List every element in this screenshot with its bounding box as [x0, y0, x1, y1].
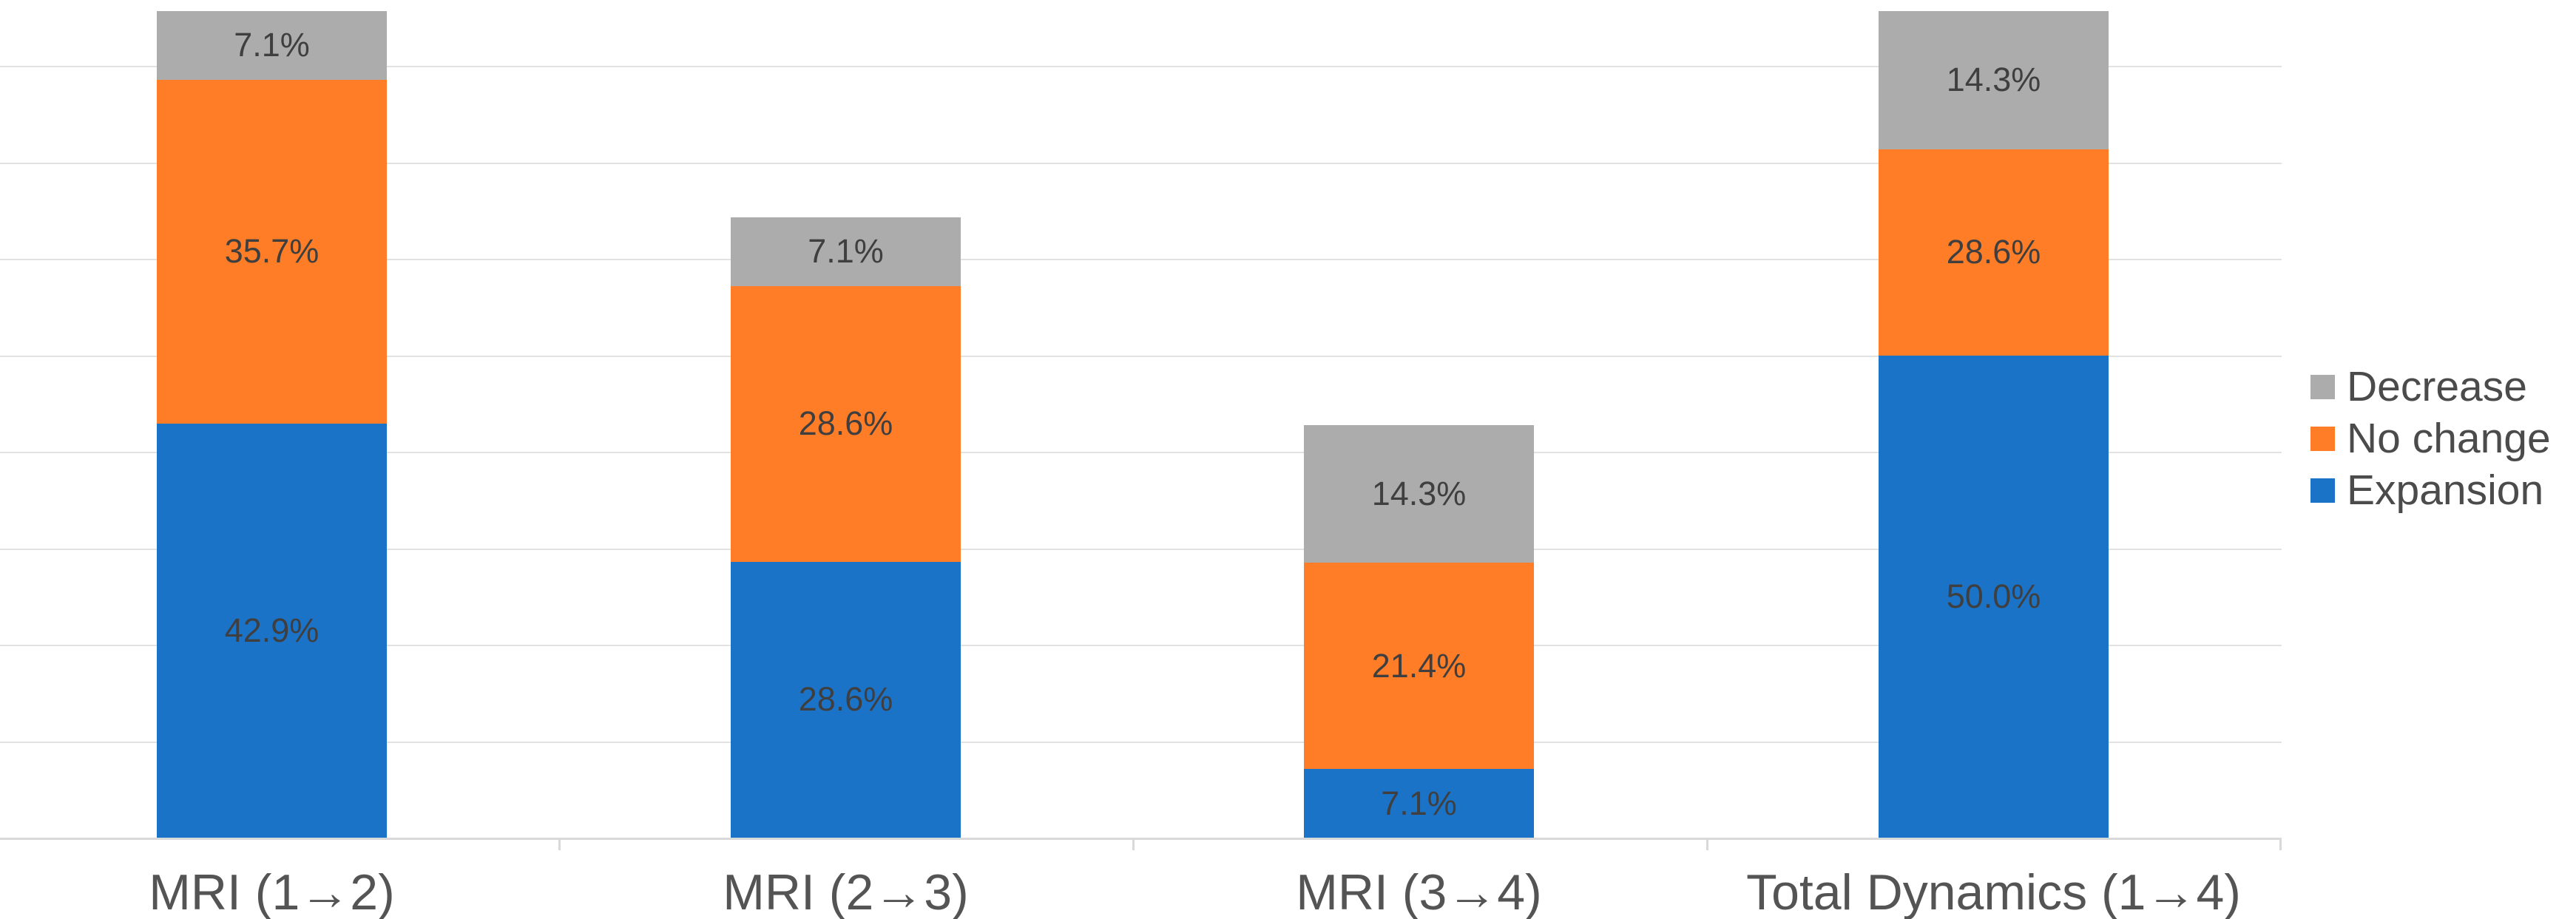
bar-segment-no-change [1304, 563, 1534, 770]
x-axis-tick [1706, 838, 1708, 850]
data-label: 42.9% [224, 611, 320, 650]
legend-label-no-change: No change [2347, 415, 2551, 462]
bar-segment-expansion [1879, 355, 2109, 838]
data-label: 28.6% [798, 680, 893, 719]
gridline [0, 259, 2282, 260]
legend-label-decrease: Decrease [2347, 363, 2527, 410]
bar-segment-no-change [1879, 149, 2109, 356]
legend-swatch-no-change-icon [2310, 426, 2335, 451]
bar-segment-expansion [157, 424, 387, 838]
x-axis-line [0, 838, 2282, 840]
gridline [0, 66, 2282, 67]
legend-item-expansion: Expansion [2310, 466, 2543, 515]
data-label: 7.1% [234, 26, 310, 64]
data-label: 35.7% [224, 232, 320, 271]
data-label: 7.1% [1381, 784, 1457, 822]
bar-segment-expansion [1304, 769, 1534, 838]
category-label: MRI (1→2) [149, 864, 395, 919]
category-label: MRI (2→3) [723, 864, 969, 919]
legend-item-no-change: No change [2310, 414, 2551, 463]
x-axis-tick [558, 838, 561, 850]
gridline [0, 163, 2282, 164]
gridline [0, 356, 2282, 357]
legend-swatch-expansion-icon [2310, 478, 2335, 503]
bar-segment-decrease [1879, 10, 2109, 149]
data-label: 14.3% [1371, 474, 1467, 512]
legend-item-decrease: Decrease [2310, 362, 2527, 411]
data-label: 28.6% [798, 404, 893, 443]
bar-segment-no-change [731, 285, 961, 562]
gridline [0, 645, 2282, 646]
bar-segment-expansion [731, 561, 961, 838]
data-label: 14.3% [1946, 61, 2041, 99]
x-axis-tick [1132, 838, 1135, 850]
bar-segment-no-change [157, 79, 387, 424]
category-label: MRI (3→4) [1296, 864, 1542, 919]
x-axis-tick [2279, 838, 2282, 850]
gridline [0, 452, 2282, 453]
bar-segment-decrease [157, 10, 387, 80]
legend-label-expansion: Expansion [2347, 467, 2544, 514]
data-label: 7.1% [808, 232, 884, 271]
legend-swatch-decrease-icon [2310, 374, 2335, 399]
bar-segment-decrease [731, 217, 961, 286]
data-label: 50.0% [1946, 577, 2041, 615]
data-label: 28.6% [1946, 233, 2041, 271]
bar-segment-decrease [1304, 424, 1534, 563]
gridline [0, 549, 2282, 550]
category-label: Total Dynamics (1→4) [1746, 864, 2241, 919]
gridline [0, 742, 2282, 743]
data-label: 21.4% [1371, 646, 1467, 685]
